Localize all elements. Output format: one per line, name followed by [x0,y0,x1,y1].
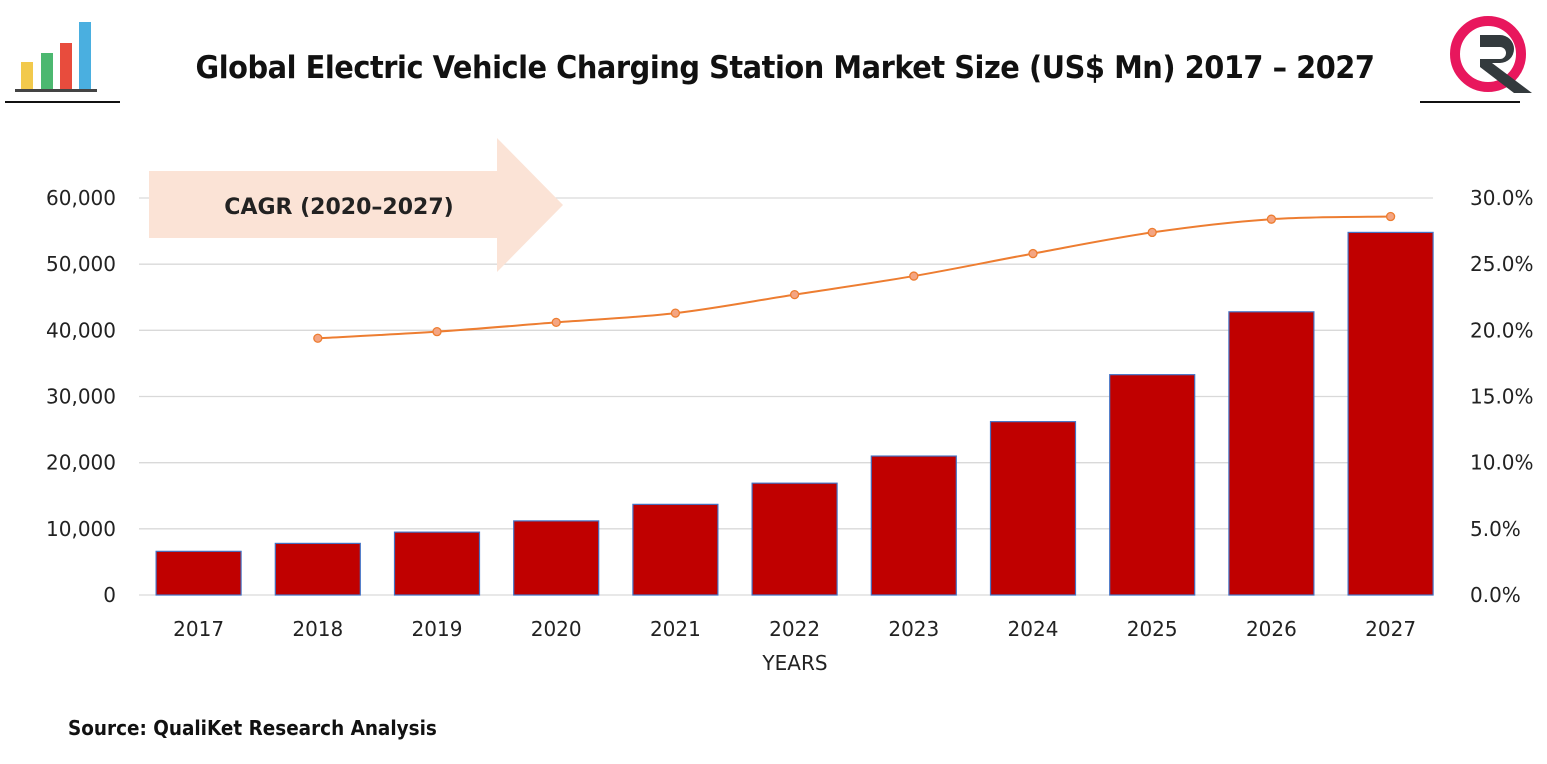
line-point-2018 [313,333,323,343]
y-tick-label: 50,000 [46,252,116,276]
y2-tick-label: 0.0% [1470,583,1521,607]
bar-2019 [393,531,481,596]
line-point-2020 [551,317,561,328]
line-point-2023 [909,271,919,281]
cagr-arrow: CAGR (2020–2027) [149,138,563,272]
line-point-2024 [1028,248,1038,259]
x-tick-label: 2022 [769,617,820,641]
line-point-2019 [432,327,442,337]
y2-tick-label: 15.0% [1470,385,1534,409]
cagr-label: CAGR (2020–2027) [224,195,453,220]
y-tick-label: 0 [103,583,116,607]
bar-2026 [1228,311,1315,596]
x-tick-label: 2024 [1008,617,1059,641]
x-tick-label: 2027 [1365,617,1416,641]
x-tick-label: 2021 [650,617,701,641]
y-tick-label: 30,000 [46,385,116,409]
y-tick-label: 40,000 [46,318,116,342]
bar-2024 [989,421,1077,596]
bar-2022 [751,482,838,596]
bar-2025 [1109,374,1196,596]
line-point-2027 [1385,211,1396,222]
bar-2020 [513,520,600,596]
bar-2027 [1347,231,1434,596]
cagr-line [317,215,1391,340]
y2-tick-label: 10.0% [1470,451,1534,475]
x-axis-label: YEARS [761,651,827,675]
source-note: Source: QualiKet Research Analysis [68,716,437,740]
y2-tick-label: 5.0% [1470,517,1521,541]
bar-2021 [632,503,719,596]
bar-2023 [870,455,957,596]
line-point-2021 [670,308,681,318]
y2-tick-label: 30.0% [1470,186,1534,210]
bar-2017 [155,550,242,596]
x-tick-label: 2026 [1246,617,1297,641]
line-point-2025 [1147,227,1157,238]
line-point-2026 [1266,214,1277,224]
line-point-2022 [789,289,800,300]
y-tick-label: 20,000 [46,451,116,475]
bar-chart-icon [5,22,120,103]
y2-tick-label: 25.0% [1470,252,1534,276]
x-tick-label: 2018 [292,617,343,641]
chart-title: Global Electric Vehicle Charging Station… [195,50,1375,86]
qualiket-logo [1420,16,1532,103]
y2-tick-label: 20.0% [1470,318,1534,342]
x-tick-label: 2020 [531,617,582,641]
x-tick-label: 2019 [412,617,463,641]
x-tick-label: 2017 [173,617,224,641]
x-tick-label: 2023 [888,617,939,641]
bar-2018 [274,542,361,596]
x-tick-label: 2025 [1127,617,1178,641]
y-tick-label: 60,000 [46,186,116,210]
y-tick-label: 10,000 [46,517,116,541]
